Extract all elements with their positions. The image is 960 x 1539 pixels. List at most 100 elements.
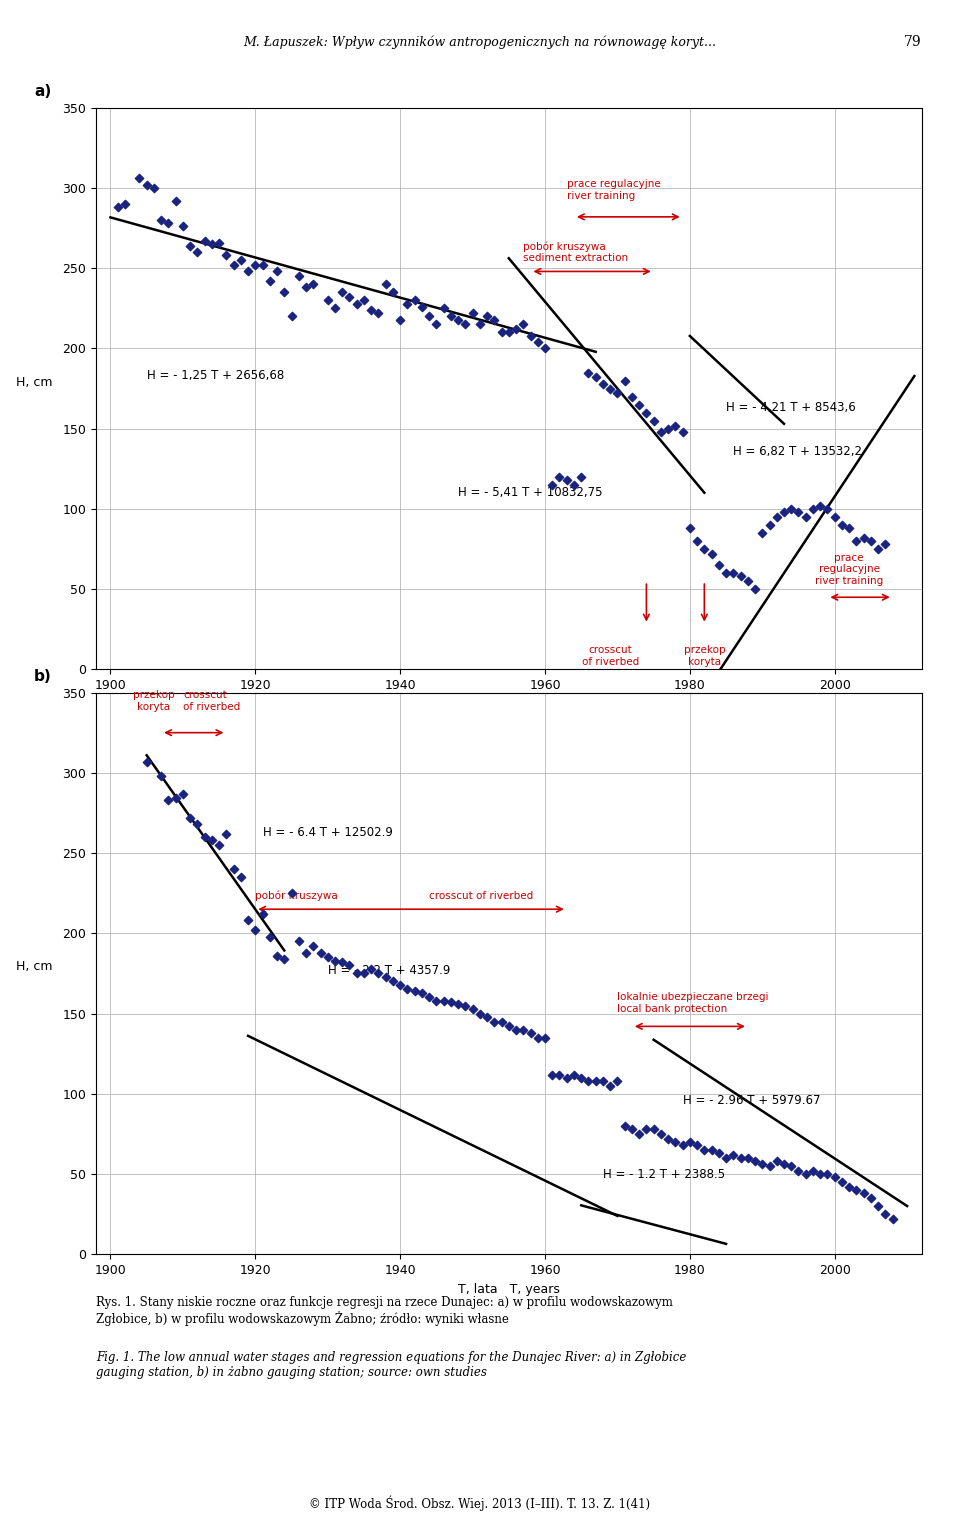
Point	[248, 252, 263, 277]
Point	[863, 1185, 878, 1210]
Point	[530, 1025, 545, 1050]
Point	[371, 300, 386, 325]
Point	[559, 468, 574, 492]
Point	[624, 385, 639, 409]
Point	[262, 925, 277, 950]
Point	[385, 970, 400, 994]
Text: 79: 79	[904, 35, 922, 49]
Point	[342, 953, 357, 977]
Point	[168, 786, 183, 811]
Point	[270, 259, 285, 283]
Point	[117, 192, 132, 217]
Text: prace
regulacyjne
river training: prace regulacyjne river training	[815, 553, 883, 586]
Point	[827, 505, 842, 529]
X-axis label: T, lata   T, years: T, lata T, years	[458, 1282, 560, 1296]
Point	[660, 1127, 676, 1151]
Point	[755, 1153, 770, 1177]
Point	[320, 945, 335, 970]
Point	[834, 1170, 850, 1194]
Text: H = - 2.96 T + 5979.67: H = - 2.96 T + 5979.67	[683, 1094, 820, 1107]
Point	[182, 805, 198, 830]
Point	[704, 542, 719, 566]
Point	[291, 930, 306, 954]
Point	[356, 288, 372, 312]
Point	[313, 940, 328, 965]
Point	[566, 472, 582, 497]
Text: przekop
koryta: przekop koryta	[684, 645, 725, 666]
Point	[233, 248, 249, 272]
Point	[877, 532, 893, 557]
Point	[176, 782, 191, 806]
Point	[436, 295, 451, 320]
Point	[190, 240, 205, 265]
Point	[305, 272, 321, 297]
Point	[595, 371, 611, 396]
Point	[704, 1137, 719, 1162]
Point	[842, 516, 857, 540]
Y-axis label: H, cm: H, cm	[16, 376, 53, 389]
Text: © ITP Woda Środ. Obsz. Wiej. 2013 (I–III). T. 13. Z. 1(41): © ITP Woda Środ. Obsz. Wiej. 2013 (I–III…	[309, 1496, 651, 1511]
Text: prace regulacyjne
river training: prace regulacyjne river training	[566, 179, 660, 200]
Point	[581, 360, 596, 385]
Point	[421, 985, 437, 1010]
Point	[798, 505, 813, 529]
Point	[805, 497, 821, 522]
Point	[783, 497, 799, 522]
Point	[711, 1140, 727, 1165]
Point	[834, 512, 850, 537]
Point	[378, 965, 394, 990]
Point	[240, 259, 255, 283]
Text: H = - 6.4 T + 12502.9: H = - 6.4 T + 12502.9	[263, 826, 393, 839]
Point	[465, 300, 480, 325]
Point	[747, 1150, 762, 1174]
Point	[211, 231, 227, 255]
Point	[342, 285, 357, 309]
Point	[407, 288, 422, 312]
Point	[240, 908, 255, 933]
Point	[885, 1207, 900, 1231]
Point	[501, 320, 516, 345]
Point	[487, 308, 502, 332]
Point	[248, 917, 263, 942]
Point	[849, 1177, 864, 1202]
Point	[501, 1014, 516, 1039]
Point	[660, 417, 676, 442]
Point	[595, 1068, 611, 1093]
Point	[573, 1065, 588, 1090]
Point	[747, 577, 762, 602]
Point	[320, 288, 335, 312]
Text: H = - 4,21 T + 8543,6: H = - 4,21 T + 8543,6	[726, 402, 855, 414]
Point	[182, 234, 198, 259]
Point	[349, 291, 365, 315]
Point	[812, 1162, 828, 1187]
Point	[139, 172, 155, 197]
Point	[646, 408, 661, 432]
Point	[479, 305, 494, 329]
Point	[487, 1010, 502, 1034]
Point	[653, 1122, 668, 1147]
Point	[820, 497, 835, 522]
Point	[472, 1002, 488, 1027]
Point	[450, 991, 466, 1016]
Text: a): a)	[35, 85, 51, 100]
Point	[305, 934, 321, 959]
Point	[509, 1017, 524, 1042]
Point	[791, 1159, 806, 1183]
Text: lokalnie ubezpieczane brzegi
local bank protection: lokalnie ubezpieczane brzegi local bank …	[617, 993, 769, 1014]
Point	[393, 973, 408, 997]
Point	[732, 1145, 748, 1170]
Point	[798, 1162, 813, 1187]
Point	[516, 1017, 531, 1042]
Point	[638, 400, 654, 425]
Point	[299, 275, 314, 300]
Point	[465, 996, 480, 1020]
Point	[444, 305, 459, 329]
Point	[493, 1010, 509, 1034]
Point	[197, 825, 212, 850]
Point	[849, 529, 864, 554]
Point	[255, 902, 271, 926]
Text: M. Łapuszek: Wpływ czynników antropogenicznych na równowagę koryt...: M. Łapuszek: Wpływ czynników antropogeni…	[244, 35, 716, 49]
Point	[877, 1202, 893, 1227]
Point	[458, 312, 473, 337]
Point	[783, 1154, 799, 1179]
